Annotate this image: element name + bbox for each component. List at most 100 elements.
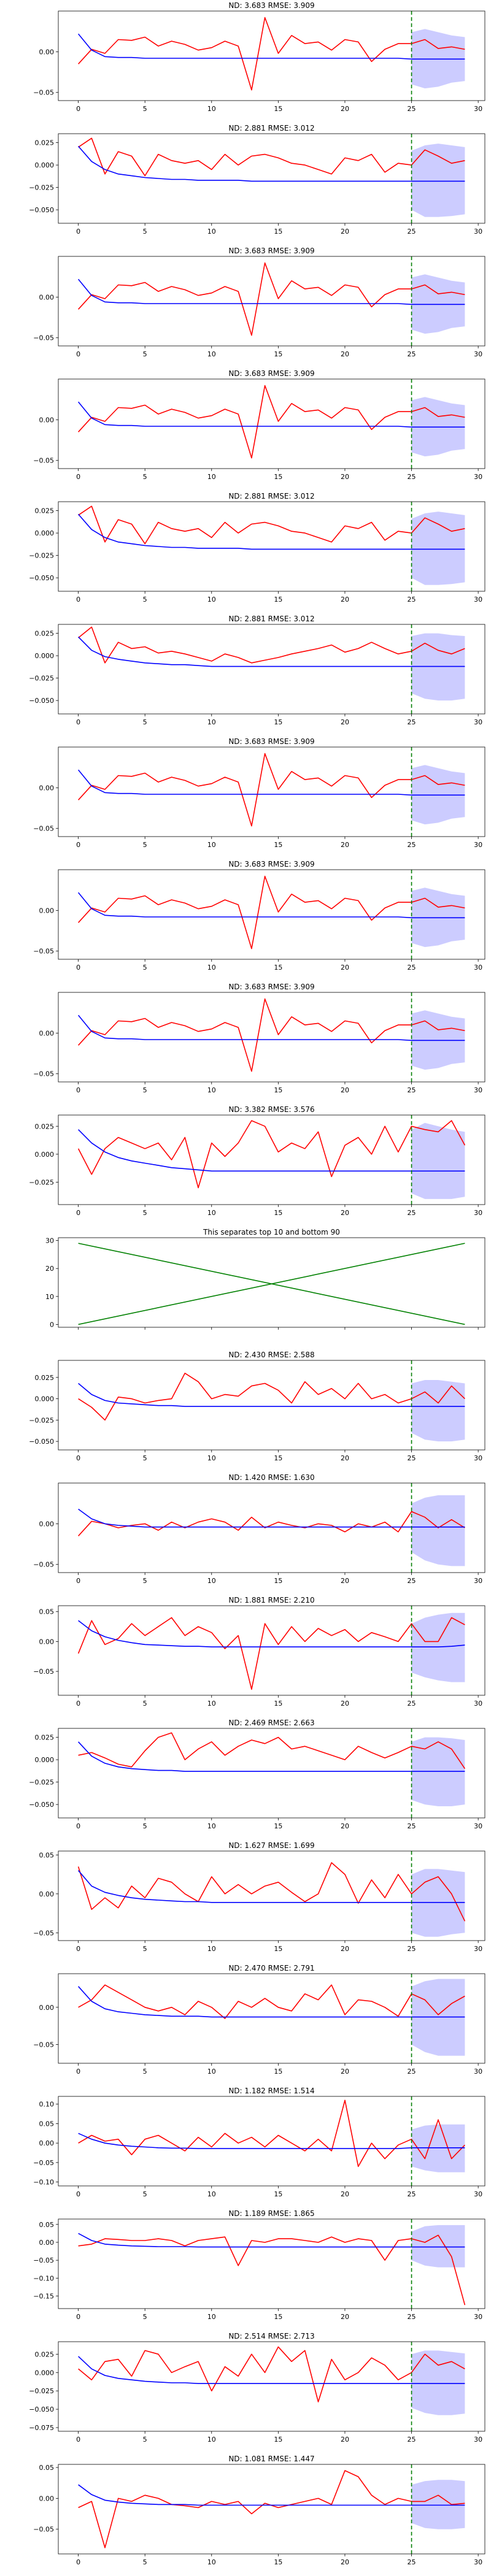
- chart-panel-12: ND: 2.430 RMSE: 2.588 0.025 0.000 −0.025 −0.…: [29, 1351, 485, 1462]
- actual-series-line: [78, 2470, 465, 2548]
- x-tick-label: 20: [341, 1209, 349, 1217]
- chart-title: ND: 3.683 RMSE: 3.909: [228, 1, 314, 10]
- x-tick-label: 5: [143, 105, 147, 113]
- actual-series-line: [78, 505, 465, 545]
- forecast-interval-band: [411, 1495, 465, 1566]
- x-tick-label: 20: [341, 105, 349, 113]
- x-tick-label: 0: [76, 105, 80, 113]
- y-tick-label: −0.025: [29, 1416, 54, 1424]
- y-tick-label: 0.000: [35, 1756, 55, 1764]
- x-tick-label: 5: [143, 2313, 147, 2321]
- chart-title: ND: 2.430 RMSE: 2.588: [228, 1351, 314, 1359]
- x-tick-label: 30: [474, 2068, 482, 2076]
- x-tick-label: 0: [76, 596, 80, 604]
- chart-title: ND: 3.683 RMSE: 3.909: [228, 369, 314, 378]
- chart-title: ND: 3.683 RMSE: 3.909: [228, 737, 314, 746]
- y-tick-label: −0.05: [33, 1561, 54, 1569]
- x-tick-label: 25: [408, 473, 416, 481]
- y-tick-label: −0.05: [33, 334, 54, 342]
- plot-frame: [58, 1237, 485, 1328]
- chart-title: ND: 1.627 RMSE: 1.699: [228, 1841, 314, 1850]
- y-tick-label: 20: [45, 1265, 54, 1273]
- y-tick-label: −0.05: [33, 89, 54, 97]
- x-tick-label: 15: [274, 228, 282, 236]
- y-tick-label: 0.00: [39, 2004, 55, 2012]
- plot-frame: [58, 1114, 485, 1205]
- x-tick-label: 25: [408, 2558, 416, 2566]
- x-tick-label: 5: [143, 964, 147, 972]
- x-tick-label: 15: [274, 2068, 282, 2076]
- x-tick-label: 0: [76, 1454, 80, 1462]
- x-tick-label: 30: [474, 1822, 482, 1830]
- x-tick-label: 20: [341, 964, 349, 972]
- x-tick-label: 15: [274, 1700, 282, 1708]
- forecast-interval-band: [411, 1122, 465, 1199]
- x-tick-label: 30: [474, 1454, 482, 1462]
- x-tick-label: 10: [207, 2190, 216, 2198]
- actual-series-line: [78, 1511, 465, 1536]
- y-tick-label: 0.025: [35, 1122, 55, 1130]
- y-tick-label: −0.05: [33, 457, 54, 465]
- x-tick-label: 15: [274, 1086, 282, 1094]
- chart-title: ND: 2.881 RMSE: 3.012: [228, 492, 314, 500]
- y-tick-label: 0.00: [39, 1890, 55, 1898]
- x-tick-label: 5: [143, 228, 147, 236]
- chart-title: ND: 2.881 RMSE: 3.012: [228, 615, 314, 623]
- forecast-series-line: [78, 1382, 465, 1407]
- plot-frame: [58, 1973, 485, 2064]
- chart-panel-10: ND: 3.382 RMSE: 3.576 0.025 0.000 −0.025 0 5 1…: [29, 1105, 485, 1217]
- x-tick-label: 20: [341, 718, 349, 726]
- y-tick-label: −0.025: [29, 675, 54, 683]
- chart-panel-7: ND: 3.683 RMSE: 3.909 0.00 −0.05 0 5 10 15 20 25…: [33, 737, 485, 849]
- plot-frame: [58, 378, 485, 469]
- y-tick-label: 0.00: [39, 1520, 55, 1528]
- plot-frame: [58, 501, 485, 592]
- x-tick-label: 20: [341, 1945, 349, 1953]
- x-tick-label: 5: [143, 1454, 147, 1462]
- forecast-interval-band: [411, 144, 465, 217]
- x-tick-label: 25: [408, 1577, 416, 1585]
- x-tick-label: 15: [274, 2190, 282, 2198]
- forecast-interval-band: [411, 2350, 465, 2415]
- x-tick-label: 15: [274, 2436, 282, 2444]
- x-tick-label: 25: [408, 1822, 416, 1830]
- y-tick-label: 0.000: [35, 1395, 55, 1403]
- y-tick-label: 0.00: [39, 416, 55, 424]
- y-tick-label: 0.00: [39, 2494, 55, 2502]
- y-tick-label: 0.00: [39, 1029, 55, 1037]
- y-tick-label: 0.00: [39, 2139, 55, 2147]
- y-tick-label: −0.025: [29, 2387, 54, 2395]
- y-tick-label: 10: [45, 1293, 54, 1301]
- x-tick-label: 10: [207, 2313, 216, 2321]
- x-tick-label: 15: [274, 2558, 282, 2566]
- y-tick-label: −0.025: [29, 552, 54, 560]
- x-tick-label: 5: [143, 596, 147, 604]
- chart-title: ND: 3.382 RMSE: 3.576: [228, 1105, 314, 1114]
- y-tick-label: −0.05: [33, 1668, 54, 1676]
- x-tick-label: 20: [341, 228, 349, 236]
- plot-frame: [58, 10, 485, 101]
- x-tick-label: 10: [207, 596, 216, 604]
- actual-series-line: [78, 1984, 465, 2019]
- x-tick-label: 15: [274, 2313, 282, 2321]
- actual-series-line: [78, 2234, 466, 2306]
- x-tick-label: 25: [408, 105, 416, 113]
- forecast-series-line: [77, 1870, 465, 1903]
- actual-series-line: [78, 137, 465, 177]
- y-tick-label: −0.025: [29, 184, 54, 192]
- x-tick-label: 0: [76, 1822, 80, 1830]
- x-tick-label: 15: [274, 1577, 282, 1585]
- actual-series-line: [78, 753, 465, 827]
- chart-panel-15: ND: 2.469 RMSE: 2.663 0.025 0.000 −0.025 −0.…: [29, 1719, 485, 1830]
- x-tick-label: 0: [76, 1945, 80, 1953]
- y-tick-label: 0.000: [35, 161, 55, 169]
- y-tick-label: 0.05: [39, 2464, 55, 2472]
- x-tick-label: 25: [408, 841, 416, 849]
- x-tick-label: 25: [408, 2313, 416, 2321]
- y-tick-label: 0.000: [35, 2369, 55, 2377]
- y-tick-label: 0.000: [35, 1151, 55, 1159]
- x-tick-label: 5: [143, 473, 147, 481]
- plot-frame: [58, 1360, 485, 1451]
- x-tick-label: 10: [207, 228, 216, 236]
- x-tick-label: 30: [474, 2436, 482, 2444]
